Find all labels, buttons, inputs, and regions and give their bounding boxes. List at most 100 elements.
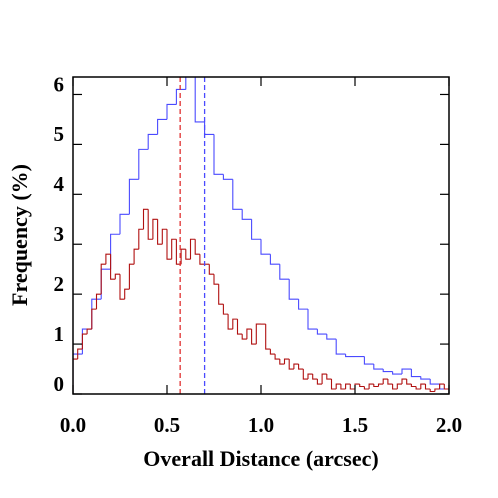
histogram-step [302, 369, 308, 380]
histogram-step [213, 274, 219, 285]
histogram-step [147, 209, 153, 240]
histogram-step [110, 233, 120, 270]
histogram-step [175, 239, 182, 265]
histogram-step [77, 348, 83, 360]
histogram-step [100, 263, 106, 295]
histogram-step [269, 254, 280, 265]
histogram-step [222, 174, 233, 180]
histogram-step [199, 254, 205, 265]
x-tick-label: 0.5 [154, 413, 180, 437]
histogram-step [340, 384, 346, 390]
y-tick-label: 0 [54, 372, 65, 396]
histogram-step [307, 373, 313, 380]
histogram-step [363, 386, 370, 390]
histogram-step [119, 213, 130, 235]
y-tick-label: 2 [54, 272, 65, 296]
histogram-step [345, 383, 351, 390]
histogram-step [326, 374, 332, 380]
histogram-step [185, 249, 191, 260]
histogram-step [185, 77, 187, 90]
histogram-step [316, 379, 323, 385]
histogram-step [288, 359, 294, 370]
histogram-step [434, 388, 440, 392]
histogram-step [241, 334, 247, 340]
histogram-step [424, 384, 431, 390]
histogram-step [208, 264, 214, 275]
histogram-step [227, 314, 233, 330]
histogram-step [110, 254, 116, 280]
histogram-step [133, 248, 139, 265]
histogram-step [279, 359, 285, 365]
y-tick-label: 5 [54, 122, 65, 146]
histogram-step [213, 134, 224, 175]
x-tick-label: 2.0 [436, 413, 462, 437]
histogram-step [236, 319, 243, 335]
histogram-step [138, 148, 149, 180]
x-tick-label: 1.0 [248, 413, 274, 437]
histogram-step [81, 333, 88, 350]
histogram-step [307, 309, 318, 330]
histogram-step [429, 389, 435, 393]
histogram-step [91, 308, 97, 330]
histogram-step [166, 103, 177, 120]
histogram-step [114, 273, 120, 280]
histogram-step [392, 371, 402, 375]
histogram-step [232, 179, 243, 210]
histogram-step [194, 77, 205, 123]
histogram-step [279, 264, 290, 280]
histogram-step [194, 239, 200, 255]
histogram-step [86, 328, 92, 335]
histogram-step [147, 133, 158, 150]
histogram-step [406, 379, 412, 385]
histogram-step [232, 318, 238, 330]
histogram-step [161, 228, 167, 245]
axes-frame [72, 76, 450, 395]
histogram-step [128, 263, 135, 290]
histogram-step [377, 383, 384, 387]
histogram-step [73, 358, 78, 394]
histogram-step [189, 238, 196, 260]
histogram-step [274, 354, 280, 360]
histogram-step [124, 288, 130, 300]
histogram-step [218, 284, 224, 305]
histogram-step [382, 369, 393, 373]
plot-area [73, 77, 449, 394]
histogram-step [246, 328, 252, 340]
histogram-step [420, 376, 431, 380]
histogram-step [392, 384, 398, 390]
histogram-step [326, 334, 337, 340]
histogram-step [251, 329, 257, 345]
histogram-step [401, 368, 412, 375]
histogram-step [429, 379, 440, 385]
histogram-step [368, 383, 374, 390]
histogram-step [335, 339, 346, 355]
histogram-step [443, 384, 449, 394]
histogram-step [373, 384, 379, 388]
histogram-step [363, 356, 374, 365]
histogram-step [142, 208, 149, 230]
histogram-step [260, 239, 271, 255]
histogram-step [359, 384, 365, 388]
histogram-step [312, 374, 318, 380]
histogram-step [298, 364, 304, 370]
histogram-step [283, 358, 290, 365]
histogram-step [396, 383, 402, 390]
histogram-step [316, 329, 327, 335]
x-axis-title: Overall Distance (arcsec) [143, 446, 378, 471]
histogram-step [241, 209, 252, 220]
histogram-step [382, 378, 388, 385]
histogram-step [321, 373, 327, 385]
histogram-step [415, 386, 421, 390]
histogram-step [387, 379, 393, 385]
histogram-step [128, 178, 139, 215]
histogram-step [373, 364, 384, 370]
histogram-step [157, 118, 167, 135]
histogram-step [204, 121, 214, 135]
histogram-step [171, 238, 177, 260]
histogram-step [401, 378, 407, 385]
histogram-step [265, 324, 271, 350]
histogram-step [345, 354, 355, 358]
y-tick-label: 3 [54, 222, 65, 246]
